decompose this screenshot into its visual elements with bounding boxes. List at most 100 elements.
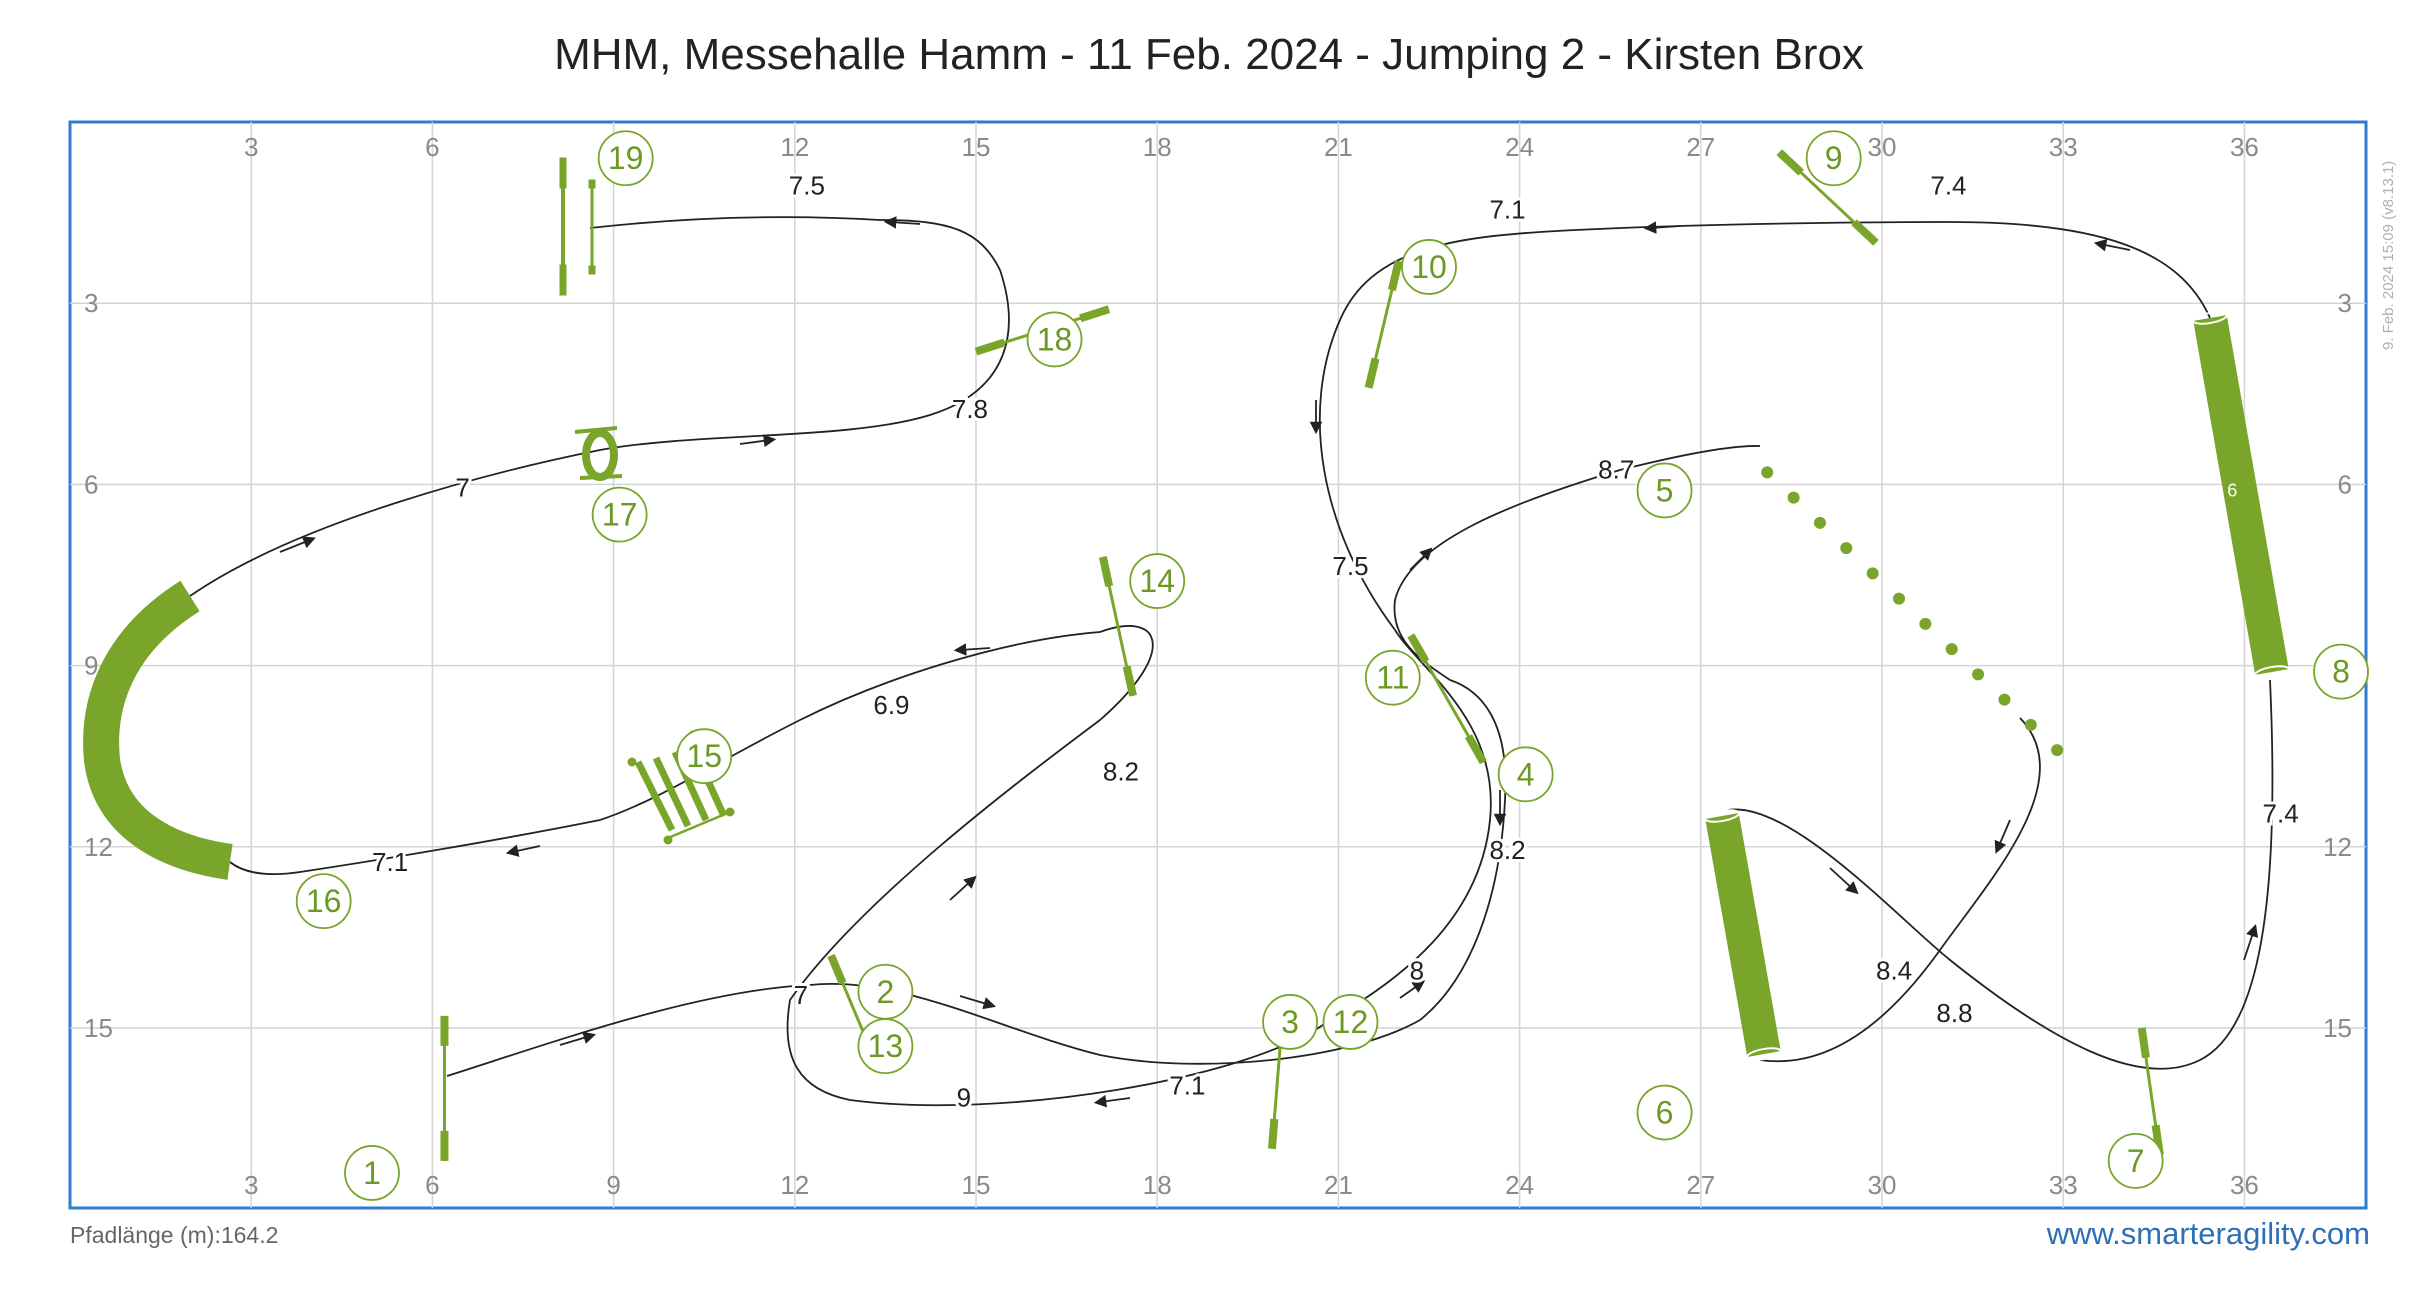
segment-distance: 7.4	[1930, 170, 1966, 200]
jump-wing	[2137, 1027, 2150, 1059]
path-8-9	[1539, 221, 2211, 319]
path-5-6	[1759, 717, 2041, 1063]
tunnels: 6 4 6	[260, 311, 2290, 1080]
path-arrow	[883, 216, 921, 229]
tunnel-body	[2193, 315, 2289, 675]
x-tick-top: 36	[2230, 132, 2259, 162]
segment-distance: 8.8	[1936, 998, 1972, 1028]
obstacle-number-circle	[1129, 553, 1186, 609]
y-tick-right: 12	[2323, 832, 2352, 862]
x-tick-top: 3	[244, 132, 258, 162]
jump-wing	[827, 953, 847, 985]
path-14-15	[599, 631, 1101, 821]
obstacle-number: 11	[1376, 660, 1409, 696]
jump-wing	[1098, 556, 1114, 588]
obstacle-number-circle	[1026, 311, 1083, 368]
segment-distance: 8	[1410, 956, 1424, 986]
weave-pole	[2051, 744, 2064, 757]
jump-wing	[1079, 305, 1111, 323]
segment-distance: 8.7	[1598, 454, 1634, 484]
segment-distance: 8.2	[1489, 835, 1525, 865]
obstacle-number: 12	[1333, 1004, 1369, 1040]
path-1-2	[446, 984, 811, 1077]
x-tick-top: 33	[2049, 132, 2078, 162]
obstacle-number-circle	[2107, 1132, 2164, 1189]
weave-pole	[1840, 542, 1853, 555]
obstacle-number: 1	[363, 1155, 381, 1191]
obstacle-number-circle	[1636, 462, 1693, 519]
segment-distance: 7.1	[1169, 1070, 1205, 1100]
y-tick-left: 6	[84, 469, 98, 499]
y-tick-left: 3	[84, 288, 98, 318]
obstacle-number: 10	[1411, 249, 1447, 285]
obstacle-number-circle	[1401, 239, 1457, 295]
obstacle-number-circle	[295, 873, 352, 930]
x-tick-bottom: 12	[780, 1170, 809, 1200]
x-tick-bottom: 30	[1868, 1170, 1897, 1200]
path-arrow	[1399, 980, 1426, 999]
obstacle-number: 9	[1825, 140, 1843, 176]
obstacle-number-circle	[676, 728, 733, 785]
weave-pole	[1893, 592, 1906, 605]
path-arrow	[1409, 547, 1433, 571]
x-tick-bottom: 27	[1686, 1170, 1715, 1200]
path-arrow	[1093, 1094, 1131, 1108]
obstacle-number-circle	[1262, 994, 1318, 1050]
weave-pole	[1761, 466, 1774, 479]
tunnel-length-label: 4	[1744, 1060, 1754, 1080]
x-tick-top: 12	[780, 132, 809, 162]
website-link[interactable]: www.smarteragility.com	[2046, 1216, 2370, 1251]
segment-distance: 7	[794, 980, 808, 1010]
path-16-17	[189, 449, 601, 597]
segment-distance: 8.4	[1876, 956, 1912, 986]
x-tick-top: 15	[962, 132, 991, 162]
x-tick-top: 27	[1686, 132, 1715, 162]
path-arrow	[959, 995, 997, 1010]
dog-path	[189, 216, 2274, 1108]
x-tick-bottom: 24	[1505, 1170, 1534, 1200]
weave-pole	[1787, 491, 1800, 504]
jump-wing	[1122, 665, 1137, 697]
jump-wing	[1387, 259, 1403, 292]
x-tick-top: 18	[1143, 132, 1172, 162]
weave-pole	[2024, 718, 2037, 731]
weave-pole	[1998, 693, 2011, 706]
path-18-19	[589, 216, 881, 229]
path-arrow	[279, 536, 316, 553]
jump-wing	[1851, 219, 1879, 246]
y-tick-left: 12	[84, 832, 113, 862]
obstacle-number-circle	[344, 1145, 400, 1201]
jump-wing	[1407, 633, 1430, 664]
x-tick-bottom: 3	[244, 1170, 258, 1200]
segment-distance: 7.4	[2263, 799, 2299, 829]
jump-wing	[1267, 1118, 1279, 1150]
obstacle-number-circle	[1805, 130, 1862, 187]
obstacle-number-circle	[2313, 643, 2369, 700]
segment-distance: 7	[455, 472, 469, 502]
path-arrow	[949, 875, 977, 901]
path-arrow	[953, 643, 991, 656]
obstacle-number: 2	[877, 974, 895, 1010]
weave-pole	[1919, 617, 1932, 630]
segment-distance: 7.5	[789, 170, 825, 200]
course-title: MHM, Messehalle Hamm - 11 Feb. 2024 - Ju…	[554, 30, 1864, 79]
x-tick-bottom: 33	[2049, 1170, 2078, 1200]
path-9-10	[1318, 231, 1541, 631]
weave-pole	[1813, 516, 1826, 529]
jump-wing	[1364, 357, 1380, 389]
obstacle-number: 16	[306, 883, 342, 919]
path-arrow	[505, 844, 541, 857]
obstacle-number-circle	[1636, 1084, 1693, 1141]
path-arrow	[559, 1031, 597, 1046]
obstacle-number-circle	[597, 130, 654, 187]
x-tick-top: 6	[425, 132, 439, 162]
obstacle-17-tire	[574, 426, 623, 481]
obstacle-number-circle	[591, 486, 648, 543]
jump-wing	[1776, 149, 1804, 176]
obstacle-number: 7	[2127, 1143, 2145, 1179]
path-length: Pfadlänge (m):164.2	[70, 1222, 279, 1248]
segment-distance: 7.5	[1332, 551, 1368, 581]
path-4-5	[1393, 445, 1761, 681]
obstacle-number-circle	[1497, 746, 1554, 803]
tunnel-opening	[1746, 1047, 1782, 1061]
